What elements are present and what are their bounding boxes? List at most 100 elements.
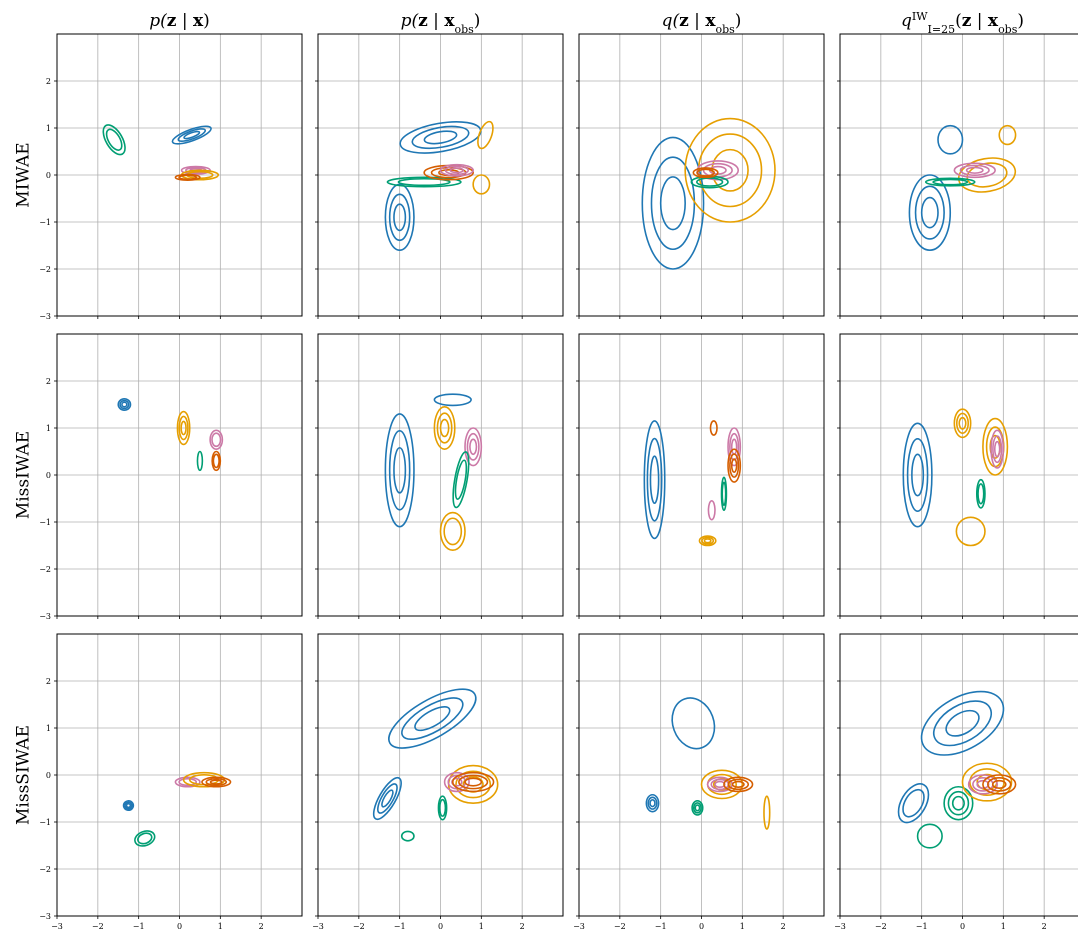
contour-blue xyxy=(401,697,464,740)
contour-blue xyxy=(384,183,415,251)
contour-vermillion xyxy=(464,777,483,787)
contour-pink xyxy=(469,438,478,456)
x-tick-label: −2 xyxy=(614,922,626,930)
y-tick-label: −2 xyxy=(39,865,51,874)
x-tick-label: −2 xyxy=(875,922,887,930)
contour-pink xyxy=(992,435,1003,464)
x-tick-label: 2 xyxy=(1042,922,1047,930)
panel: −3 −2 −1 0 1 2 xyxy=(573,633,825,930)
x-tick-label: 1 xyxy=(740,922,745,930)
y-tick-label: 1 xyxy=(46,124,51,133)
x-tick-label: −3 xyxy=(834,922,846,930)
contour-blue xyxy=(372,776,402,821)
grid xyxy=(57,334,302,616)
contour-vermillion xyxy=(178,174,198,181)
contour-pink xyxy=(466,432,480,461)
contour-blue xyxy=(911,453,925,497)
contour-blue xyxy=(920,690,1005,756)
contour-orange xyxy=(436,412,453,444)
contour-orange xyxy=(472,174,491,195)
contour-blue xyxy=(897,783,930,824)
contour-blue xyxy=(124,801,133,810)
contour-orange xyxy=(178,415,189,441)
panel: −3 −2 −1 0 1 2 −3 −2 −1 0 1 2 xyxy=(39,633,303,930)
contour-blue xyxy=(411,125,470,150)
row-label: MissSIWAE xyxy=(14,725,34,825)
contour-orange xyxy=(176,410,191,446)
row-labels: MIWAE MissIWAE MissSIWAE xyxy=(14,142,34,825)
contour-green xyxy=(975,478,986,509)
contour-blue xyxy=(650,156,696,251)
contour-blue xyxy=(933,700,992,747)
contours xyxy=(122,771,232,847)
panel: −3 −2 −1 0 1 2 xyxy=(39,33,303,321)
contour-blue xyxy=(649,455,660,505)
x-tick-label: 1 xyxy=(1001,922,1006,930)
contour-pink xyxy=(729,432,740,461)
contour-blue xyxy=(171,125,212,145)
contour-vermillion xyxy=(730,458,738,473)
contour-blue xyxy=(641,136,705,270)
x-tick-label: −3 xyxy=(573,922,585,930)
grid xyxy=(840,634,1078,916)
y-tick-label: 1 xyxy=(46,424,51,433)
contour-blue xyxy=(388,193,411,242)
contour-green xyxy=(696,177,724,187)
contour-orange xyxy=(712,777,731,791)
contour-orange xyxy=(998,124,1017,146)
x-tick-label: 0 xyxy=(177,922,182,930)
x-tick-label: −2 xyxy=(353,922,365,930)
y-tick-label: −1 xyxy=(39,218,51,227)
contour-blue xyxy=(117,398,132,411)
panel: −3 −2 −1 0 1 2 xyxy=(39,333,303,621)
grid xyxy=(840,34,1078,316)
x-tick-label: 2 xyxy=(781,922,786,930)
panel: −3 −2 −1 0 1 2 xyxy=(834,633,1078,930)
grid xyxy=(840,334,1078,616)
contour-blue xyxy=(393,446,407,494)
contour-vermillion xyxy=(723,776,754,793)
contour-blue xyxy=(649,799,656,808)
y-tick-label: 2 xyxy=(46,377,51,386)
y-tick-label: 2 xyxy=(46,677,51,686)
contour-pink xyxy=(967,774,999,795)
contour-vermillion xyxy=(209,779,223,785)
panels: −3 −2 −1 0 1 2 −3 −2 −1 0 1 2 −3 −2 −1 0 1 2 −3 −2 −1 0 1 2 −3 −2… xyxy=(39,33,1078,930)
contours xyxy=(117,398,224,472)
y-tick-label: −3 xyxy=(39,912,51,921)
contour-vermillion xyxy=(729,453,740,478)
contour-blue xyxy=(433,393,472,407)
x-tick-label: −3 xyxy=(312,922,324,930)
contour-blue xyxy=(122,800,135,812)
contour-orange xyxy=(955,412,970,434)
contour-blue xyxy=(908,174,952,251)
contours xyxy=(643,420,742,547)
contour-green xyxy=(452,451,470,509)
panel xyxy=(576,333,825,619)
y-tick-label: −3 xyxy=(39,312,51,321)
contour-vermillion xyxy=(731,780,745,789)
column-titles: p(z | x) p(z | xobs) q(z | xobs) qIWI=25… xyxy=(149,10,1024,36)
x-tick-label: −1 xyxy=(394,922,406,930)
contour-orange xyxy=(953,408,972,439)
contour-blue xyxy=(659,176,686,231)
contour-green xyxy=(916,823,943,849)
contour-pink xyxy=(965,166,984,174)
contour-vermillion xyxy=(211,450,222,472)
contours xyxy=(908,124,1017,251)
contour-green xyxy=(924,177,976,187)
contour-orange xyxy=(433,406,456,450)
contour-vermillion xyxy=(727,778,750,791)
contour-orange xyxy=(703,538,712,544)
grid xyxy=(579,334,824,616)
contours xyxy=(372,688,499,842)
contour-pink xyxy=(959,164,990,177)
contour-green xyxy=(691,800,704,816)
contour-pink xyxy=(209,429,224,450)
contour-blue xyxy=(914,185,945,240)
x-tick-label: −1 xyxy=(916,922,928,930)
y-tick-label: 0 xyxy=(46,771,51,780)
contour-blue xyxy=(384,413,415,528)
contour-orange xyxy=(698,535,717,547)
contour-vermillion xyxy=(451,771,495,793)
